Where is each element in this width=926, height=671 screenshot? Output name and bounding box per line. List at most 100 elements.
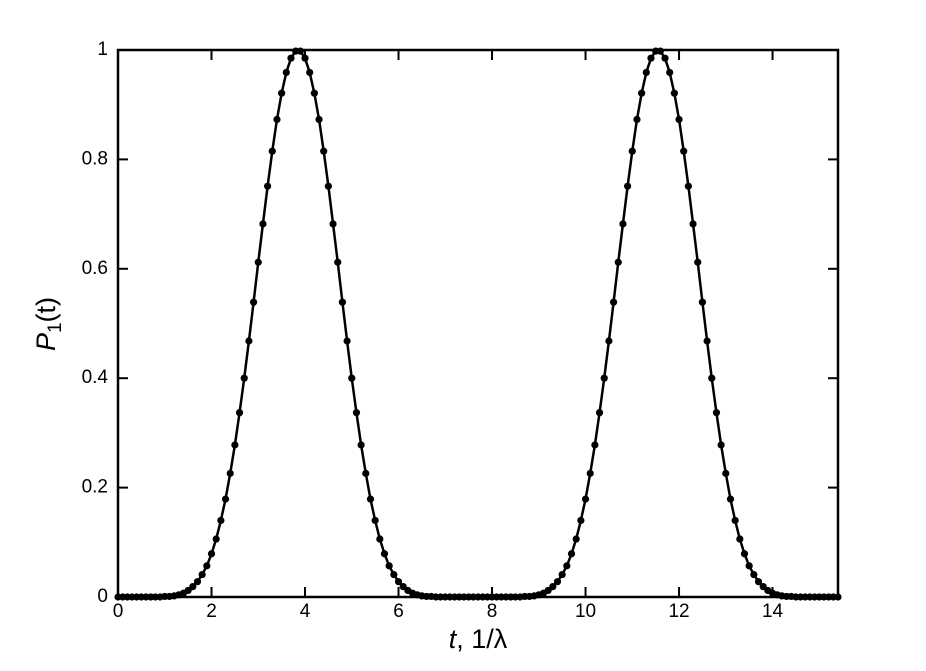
y-label-main: P [31, 333, 61, 351]
point [750, 570, 758, 579]
point [647, 54, 655, 62]
point [259, 220, 267, 228]
point [572, 535, 580, 543]
point [380, 550, 389, 558]
point [273, 115, 281, 124]
point [549, 583, 557, 591]
point [736, 535, 744, 543]
point [726, 495, 735, 503]
point [203, 562, 211, 570]
point [334, 258, 342, 266]
y-label-sub: 1 [45, 322, 66, 333]
series-line [118, 49, 838, 599]
point [371, 516, 379, 525]
point [638, 89, 646, 97]
point [703, 337, 711, 345]
y-tick-label: 0.6 [82, 258, 108, 279]
point [240, 374, 248, 382]
point [249, 298, 258, 306]
point [207, 550, 216, 558]
point [189, 583, 197, 591]
x-tick-label: 2 [206, 601, 217, 622]
x-tick-label: 4 [300, 601, 311, 622]
point [717, 441, 725, 449]
point [226, 469, 234, 477]
point [352, 409, 361, 417]
point [740, 550, 749, 558]
x-tick-label: 6 [393, 601, 404, 622]
y-label-rest: (t) [31, 297, 61, 322]
point [338, 298, 347, 306]
point [301, 54, 309, 62]
point [614, 258, 622, 266]
point [348, 374, 356, 382]
point [553, 578, 562, 586]
x-tick-label: 0 [113, 601, 124, 622]
point [287, 54, 295, 62]
point [684, 182, 692, 190]
point [357, 441, 365, 449]
point [212, 535, 220, 543]
point [324, 182, 332, 190]
point [198, 570, 206, 579]
point [315, 115, 323, 124]
point [385, 562, 393, 570]
point [666, 68, 674, 77]
point [268, 147, 276, 155]
plot-frame [116, 48, 840, 599]
point [558, 570, 566, 579]
x-tick-label: 12 [668, 601, 689, 622]
point [329, 220, 337, 228]
point [366, 495, 375, 503]
point [221, 495, 230, 503]
point [661, 54, 669, 62]
point [698, 298, 707, 306]
x-tick-label: 14 [762, 601, 784, 622]
point [362, 469, 370, 477]
point [563, 562, 571, 570]
point [633, 115, 641, 124]
x-label-rest: , 1/λ [456, 624, 508, 654]
point [675, 115, 683, 124]
point [605, 337, 613, 345]
point [642, 68, 650, 77]
point [376, 535, 384, 543]
point [628, 147, 636, 155]
point [656, 47, 664, 55]
point [310, 89, 318, 97]
x-tick-label: 8 [487, 601, 498, 622]
point [278, 89, 286, 97]
point [619, 220, 627, 228]
point [577, 516, 585, 525]
y-tick-label: 0.8 [82, 148, 108, 169]
point [680, 147, 688, 155]
point [754, 578, 763, 586]
point [595, 409, 604, 417]
point [231, 441, 239, 449]
point [609, 298, 618, 306]
point [722, 469, 730, 477]
point [624, 182, 632, 190]
y-tick-label: 1 [97, 39, 108, 60]
point [254, 258, 262, 266]
x-axis-label: t, 1/λ [449, 624, 508, 654]
point [689, 220, 697, 228]
x-tick-label: 10 [575, 601, 596, 622]
point [390, 570, 398, 579]
point [712, 409, 721, 417]
point [834, 593, 842, 601]
point [745, 562, 753, 570]
point [343, 337, 351, 345]
point [731, 516, 739, 525]
point [235, 409, 244, 417]
point [708, 374, 716, 382]
point [694, 258, 702, 266]
point [591, 441, 599, 449]
y-tick-label: 0.4 [82, 367, 109, 388]
y-tick-label: 0 [97, 586, 108, 607]
point [581, 495, 590, 503]
point [282, 68, 290, 77]
point [567, 550, 576, 558]
point [245, 337, 253, 345]
